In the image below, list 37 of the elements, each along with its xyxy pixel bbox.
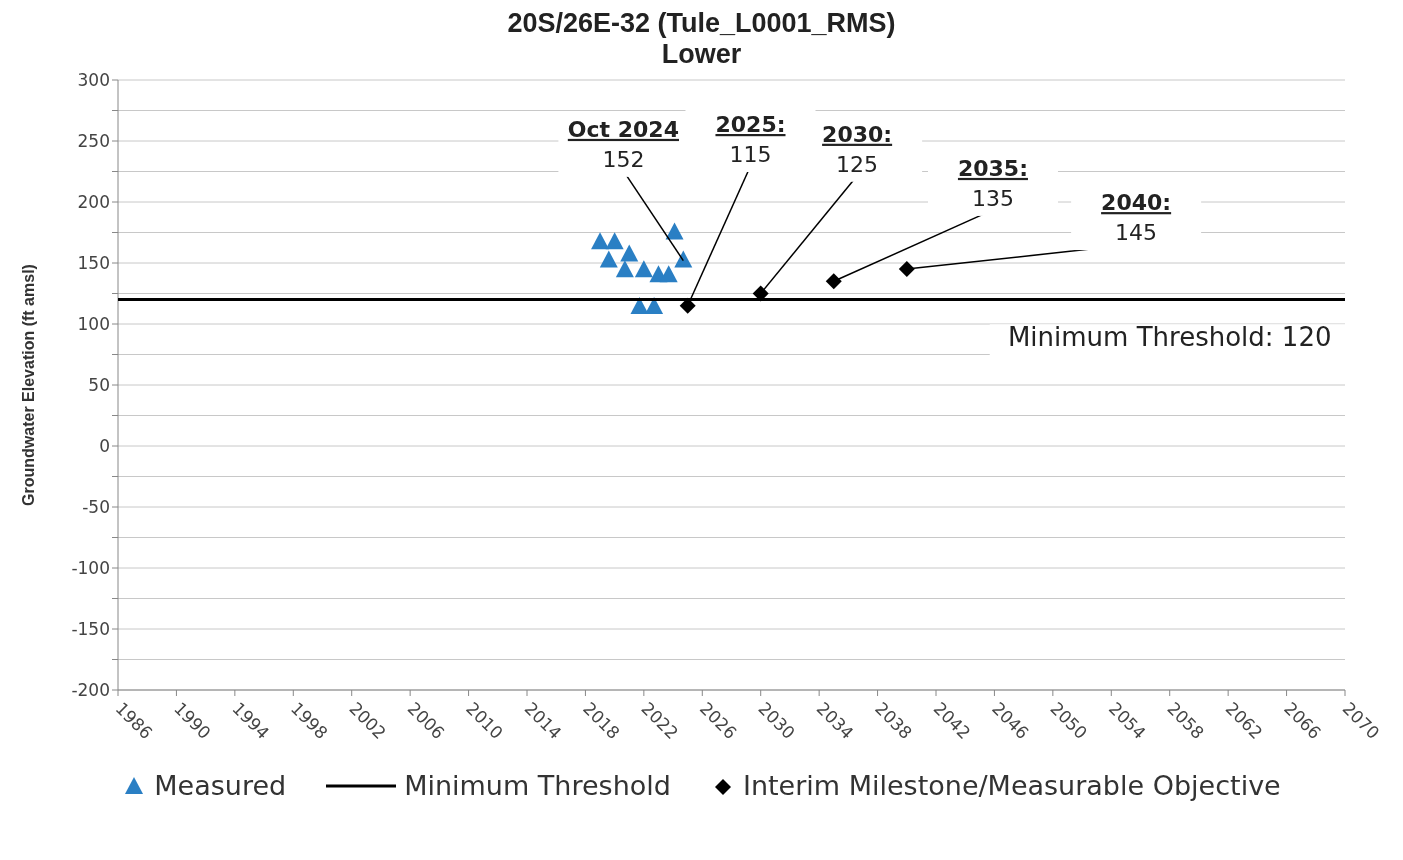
y-tick-label: -100 bbox=[71, 558, 110, 579]
point bbox=[898, 261, 915, 278]
annotation: 2030: 125 bbox=[822, 121, 893, 177]
y-tick-label: 0 bbox=[99, 436, 110, 457]
point bbox=[615, 260, 634, 278]
point bbox=[591, 232, 610, 250]
annotation: 2025: 115 bbox=[715, 112, 786, 167]
annotation: Oct 2024 152 bbox=[567, 116, 679, 172]
point bbox=[630, 296, 649, 314]
annotation: 2035: 135 bbox=[957, 155, 1028, 211]
annotation: 2040: 145 bbox=[1101, 190, 1172, 246]
y-tick-label: 300 bbox=[77, 70, 110, 91]
annotation: Minimum Threshold: 120 bbox=[1007, 322, 1332, 353]
legend-label: Measured bbox=[154, 770, 287, 801]
point bbox=[679, 297, 696, 314]
point bbox=[752, 285, 769, 302]
chart-subtitle: Lower bbox=[660, 39, 743, 70]
point bbox=[659, 265, 678, 283]
y-tick-label: 150 bbox=[77, 253, 110, 274]
legend-label: Minimum Threshold bbox=[404, 770, 671, 801]
y-tick-label: -200 bbox=[71, 680, 110, 701]
point bbox=[599, 250, 618, 268]
y-tick-label: 200 bbox=[77, 192, 110, 213]
point bbox=[674, 250, 693, 268]
y-tick-label: -150 bbox=[71, 619, 110, 640]
point bbox=[665, 222, 684, 240]
point bbox=[605, 232, 624, 250]
point bbox=[620, 244, 639, 262]
y-tick-label: 250 bbox=[77, 131, 110, 152]
legend-label: Interim Milestone/Measurable Objective bbox=[742, 770, 1281, 801]
y-tick-label: -50 bbox=[82, 497, 110, 518]
y-axis-title: Groundwater Elevation (ft amsl) bbox=[19, 264, 37, 506]
y-tick-label: 100 bbox=[77, 314, 110, 335]
chart-title: 20S/26E-32 (Tule_L0001_RMS) bbox=[506, 8, 897, 39]
point bbox=[634, 260, 653, 278]
y-tick-label: 50 bbox=[88, 375, 110, 396]
point bbox=[825, 273, 842, 290]
